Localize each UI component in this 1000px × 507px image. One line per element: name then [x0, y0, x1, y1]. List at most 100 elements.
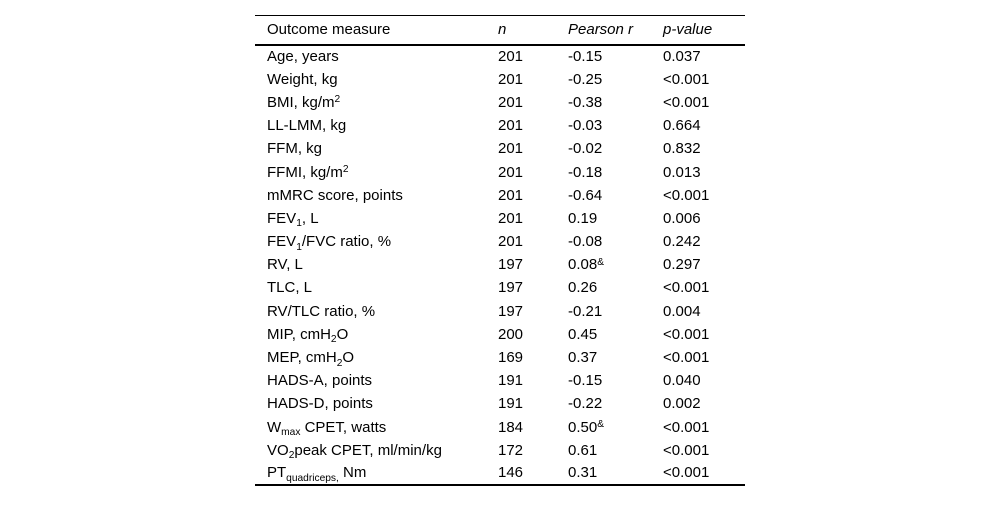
cell-measure: Age, years	[267, 48, 339, 66]
cell-measure: mMRC score, points	[267, 186, 403, 204]
column-header-outcome-measure: Outcome measure	[255, 15, 498, 46]
table-row: RV, L 197 0.08& 0.297	[255, 253, 745, 276]
cell-measure: FFM, kg	[267, 140, 322, 158]
cell-measure: FEV1/FVC ratio, %	[267, 233, 392, 253]
cell-p-value: <0.001	[663, 186, 710, 204]
cell-p-value: <0.001	[663, 93, 710, 111]
cell-n: 169	[498, 349, 524, 367]
table-row: PTquadriceps, Nm 146 0.31 <0.001	[255, 462, 745, 485]
cell-n: 201	[498, 93, 524, 111]
cell-n: 191	[498, 372, 524, 390]
cell-measure: MEP, cmH2O	[267, 349, 355, 369]
cell-n: 201	[498, 140, 524, 158]
cell-n: 197	[498, 302, 524, 320]
cell-measure: VO2peak CPET, ml/min/kg	[267, 441, 442, 462]
cell-n: 191	[498, 395, 524, 413]
table-row: MEP, cmH2O 169 0.37 <0.001	[255, 346, 745, 369]
cell-p-value: 0.832	[663, 140, 701, 158]
cell-pearson-r: -0.02	[568, 140, 603, 158]
cell-p-value: <0.001	[663, 441, 710, 459]
cell-measure: FEV1, L	[267, 209, 319, 230]
cell-n: 201	[498, 163, 524, 181]
table-row: FFMI, kg/m2 201 -0.18 0.013	[255, 160, 745, 183]
cell-pearson-r: -0.03	[568, 117, 603, 135]
cell-p-value: 0.004	[663, 302, 701, 320]
cell-pearson-r: 0.26	[568, 279, 598, 297]
cell-measure: RV/TLC ratio, %	[267, 302, 376, 320]
table-body: Age, years 201 -0.15 0.037 Weight, kg 201 -0.2…	[255, 45, 745, 486]
cell-p-value: <0.001	[663, 279, 710, 297]
cell-measure: Wmax CPET, watts	[267, 418, 387, 439]
cell-pearson-r: -0.21	[568, 302, 603, 320]
cell-measure: TLC, L	[267, 279, 313, 297]
table-row: HADS-D, points 191 -0.22 0.002	[255, 392, 745, 415]
cell-p-value: <0.001	[663, 325, 710, 343]
table-row: LL-LMM, kg 201 -0.03 0.664	[255, 114, 745, 137]
cell-p-value: 0.297	[663, 256, 701, 274]
cell-measure: FFMI, kg/m2	[267, 163, 349, 181]
cell-pearson-r: -0.25	[568, 70, 603, 88]
cell-n: 146	[498, 464, 524, 482]
cell-p-value: <0.001	[663, 70, 710, 88]
cell-pearson-r: -0.15	[568, 48, 603, 66]
cell-pearson-r: -0.15	[568, 372, 603, 390]
cell-n: 200	[498, 325, 524, 343]
cell-p-value: 0.242	[663, 233, 701, 251]
cell-n: 201	[498, 117, 524, 135]
table-row: FEV1/FVC ratio, % 201 -0.08 0.242	[255, 230, 745, 253]
cell-n: 201	[498, 70, 524, 88]
cell-pearson-r: 0.31	[568, 464, 598, 482]
cell-pearson-r: -0.38	[568, 93, 603, 111]
cell-measure: RV, L	[267, 256, 303, 274]
cell-p-value: 0.002	[663, 395, 701, 413]
table-row: FEV1, L 201 0.19 0.006	[255, 207, 745, 230]
column-header-pearson-r: Pearson r	[568, 15, 663, 46]
cell-measure: MIP, cmH2O	[267, 325, 349, 346]
cell-n: 201	[498, 48, 524, 66]
cell-pearson-r: -0.64	[568, 186, 603, 204]
cell-measure: HADS-D, points	[267, 395, 373, 413]
cell-pearson-r: -0.18	[568, 163, 603, 181]
correlation-table-container: Outcome measure n Pearson r p-value Age,…	[255, 15, 745, 487]
cell-measure: LL-LMM, kg	[267, 117, 347, 135]
cell-pearson-r: 0.19	[568, 209, 598, 227]
header-row: Outcome measure n Pearson r p-value	[255, 15, 745, 46]
cell-measure: Weight, kg	[267, 70, 338, 88]
table-row: Age, years 201 -0.15 0.037	[255, 45, 745, 68]
table-row: Wmax CPET, watts 184 0.50& <0.001	[255, 416, 745, 439]
column-header-n: n	[498, 15, 568, 46]
cell-pearson-r: 0.08&	[568, 256, 604, 274]
cell-pearson-r: -0.22	[568, 395, 603, 413]
cell-n: 184	[498, 418, 524, 436]
cell-measure: PTquadriceps, Nm	[267, 464, 367, 485]
cell-p-value: <0.001	[663, 418, 710, 436]
table-row: RV/TLC ratio, % 197 -0.21 0.004	[255, 300, 745, 323]
table-row: mMRC score, points 201 -0.64 <0.001	[255, 184, 745, 207]
cell-measure: HADS-A, points	[267, 372, 373, 390]
table-row: Weight, kg 201 -0.25 <0.001	[255, 68, 745, 91]
cell-p-value: <0.001	[663, 464, 710, 482]
column-header-p-value: p-value	[663, 15, 745, 46]
table-row: VO2peak CPET, ml/min/kg 172 0.61 <0.001	[255, 439, 745, 462]
cell-pearson-r: 0.37	[568, 349, 598, 367]
cell-p-value: 0.040	[663, 372, 701, 390]
cell-pearson-r: 0.45	[568, 325, 598, 343]
cell-n: 201	[498, 233, 524, 251]
cell-p-value: 0.013	[663, 163, 701, 181]
table-row: HADS-A, points 191 -0.15 0.040	[255, 369, 745, 392]
table-row: BMI, kg/m2 201 -0.38 <0.001	[255, 91, 745, 114]
cell-p-value: <0.001	[663, 349, 710, 367]
cell-n: 201	[498, 186, 524, 204]
cell-measure: BMI, kg/m2	[267, 93, 341, 111]
table-header: Outcome measure n Pearson r p-value	[255, 15, 745, 46]
correlation-table: Outcome measure n Pearson r p-value Age,…	[255, 15, 745, 487]
cell-n: 201	[498, 209, 524, 227]
cell-pearson-r: 0.61	[568, 441, 598, 459]
cell-n: 172	[498, 441, 524, 459]
table-row: TLC, L 197 0.26 <0.001	[255, 276, 745, 299]
cell-pearson-r: -0.08	[568, 233, 603, 251]
table-row: MIP, cmH2O 200 0.45 <0.001	[255, 323, 745, 346]
cell-p-value: 0.006	[663, 209, 701, 227]
cell-pearson-r: 0.50&	[568, 418, 604, 436]
